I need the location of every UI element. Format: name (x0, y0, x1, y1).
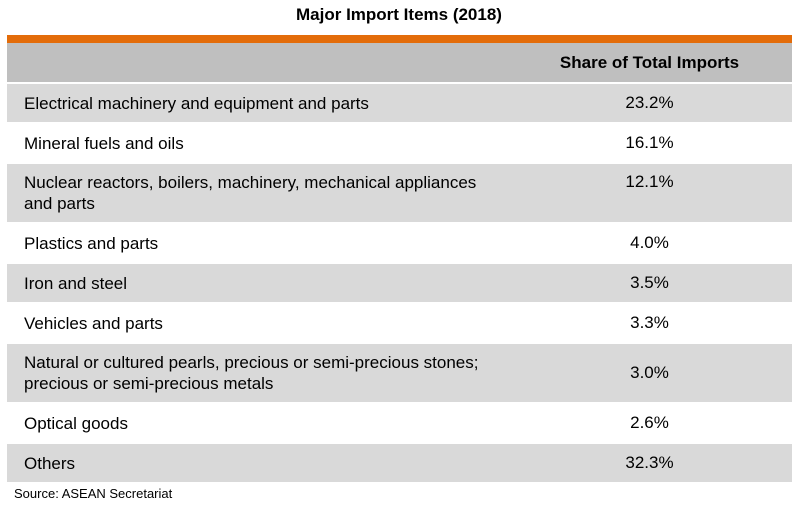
item-cell: Natural or cultured pearls, precious or … (24, 353, 479, 393)
item-cell: Mineral fuels and oils (24, 133, 184, 153)
item-cell: Iron and steel (24, 273, 128, 293)
share-cell: 4.0% (630, 233, 669, 252)
item-cell: Others (24, 453, 76, 473)
source-note: Source: ASEAN Secretariat (14, 486, 173, 501)
table-row: Optical goods 2.6% (7, 402, 792, 442)
item-cell: Plastics and parts (24, 233, 159, 253)
table-row: Plastics and parts 4.0% (7, 222, 792, 262)
share-cell: 16.1% (625, 133, 674, 152)
table-row: Natural or cultured pearls, precious or … (7, 342, 792, 402)
table-row: Electrical machinery and equipment and p… (7, 82, 792, 122)
share-cell: 12.1% (625, 172, 674, 191)
item-cell: Nuclear reactors, boilers, machinery, me… (24, 173, 477, 213)
table-row: Vehicles and parts 3.3% (7, 302, 792, 342)
item-cell: Electrical machinery and equipment and p… (24, 93, 369, 113)
share-cell: 2.6% (630, 413, 669, 432)
share-cell: 3.3% (630, 313, 669, 332)
share-cell: 32.3% (625, 453, 674, 472)
item-cell: Optical goods (24, 413, 128, 433)
table-title: Major Import Items (2018) (296, 5, 502, 24)
share-cell: 23.2% (625, 93, 674, 112)
item-cell: Vehicles and parts (24, 313, 163, 333)
table-row: Nuclear reactors, boilers, machinery, me… (7, 162, 792, 222)
table-row: Others 32.3% (7, 442, 792, 482)
table-header-row: Share of Total Imports (7, 43, 792, 82)
table-row: Mineral fuels and oils 16.1% (7, 122, 792, 162)
share-cell: 3.0% (630, 363, 669, 382)
table-row: Iron and steel 3.5% (7, 262, 792, 302)
share-cell: 3.5% (630, 273, 669, 292)
import-items-table: Share of Total Imports Electrical machin… (7, 43, 792, 482)
share-column-header: Share of Total Imports (559, 52, 740, 72)
accent-bar (7, 35, 792, 43)
